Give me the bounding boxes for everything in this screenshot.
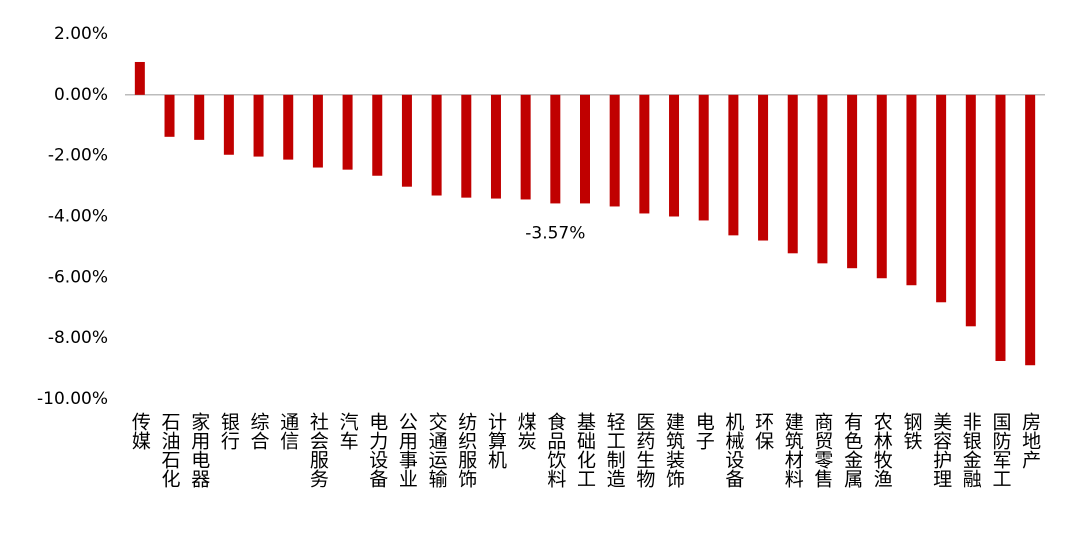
bar (580, 94, 590, 204)
x-tick-label: 计算机 (485, 412, 507, 469)
x-tick-label: 公用事业 (396, 412, 418, 488)
y-tick-label: -6.00% (48, 267, 108, 287)
bar (698, 94, 709, 221)
bar (401, 94, 412, 187)
x-tick-label: 非银金融 (960, 412, 982, 488)
y-tick-label: -10.00% (37, 389, 108, 409)
bar (520, 94, 531, 200)
x-tick-label: 纺织服饰 (455, 412, 477, 488)
bar (906, 94, 917, 286)
x-tick-label: 石油石化 (159, 412, 181, 488)
y-tick-label: -2.00% (48, 146, 108, 166)
x-tick-label: 农林牧渔 (871, 412, 893, 488)
x-tick-label: 钢铁 (900, 412, 922, 450)
x-tick-label: 机械设备 (722, 412, 744, 488)
x-tick-label: 银行 (218, 412, 240, 450)
x-tick-label: 传媒 (129, 412, 151, 450)
x-tick-label: 环保 (752, 412, 774, 450)
x-tick-label: 有色金属 (841, 412, 863, 489)
bar (312, 94, 323, 168)
x-tick-label: 综合 (248, 412, 270, 450)
bar (817, 94, 828, 264)
x-tick-label: 电子 (693, 412, 715, 450)
bar (965, 94, 976, 327)
x-tick-label: 食品饮料 (544, 412, 566, 488)
x-tick-label: 建筑装饰 (663, 412, 685, 488)
x-tick-label: 医药生物 (633, 412, 655, 488)
y-tick-label: 0.00% (54, 85, 108, 105)
bar (995, 94, 1006, 361)
bar (461, 94, 472, 198)
bar (728, 94, 739, 236)
bar (550, 94, 561, 204)
x-tick-label: 美容护理 (930, 412, 952, 488)
bar (669, 94, 680, 217)
x-tick-label: 房地产 (1019, 412, 1041, 469)
bar (253, 94, 264, 157)
x-tick-label: 汽车 (337, 412, 359, 450)
bar (134, 61, 145, 95)
x-tick-label: 煤炭 (515, 412, 537, 450)
x-tick-label: 通信 (277, 412, 299, 450)
bar (283, 94, 294, 160)
bar (847, 94, 858, 269)
y-tick-label: 2.00% (54, 24, 108, 44)
x-tick-label: 电力设备 (366, 412, 388, 488)
bar (342, 94, 353, 170)
y-tick-label: -8.00% (48, 328, 108, 348)
bar (372, 94, 383, 176)
bar (431, 94, 442, 196)
bar (639, 94, 650, 214)
bar (223, 94, 234, 155)
x-tick-label: 社会服务 (307, 412, 329, 488)
bar (787, 94, 798, 254)
bar (609, 94, 620, 207)
x-tick-label: 商贸零售 (811, 412, 833, 488)
bar (936, 94, 947, 303)
bar (758, 94, 769, 241)
bar (194, 94, 205, 140)
y-tick-label: -4.00% (48, 207, 108, 227)
bar (490, 94, 501, 199)
bar (164, 94, 175, 137)
x-tick-label: 轻工制造 (604, 412, 626, 488)
x-tick-label: 交通运输 (426, 412, 448, 488)
x-tick-label: 基础化工 (574, 412, 596, 488)
bar (876, 94, 887, 279)
x-tick-label: 建筑材料 (782, 412, 804, 488)
x-tick-label: 国防军工 (989, 412, 1011, 488)
x-tick-label: 家用电器 (188, 412, 210, 488)
bar (1025, 94, 1036, 366)
data-label: -3.57% (525, 223, 585, 243)
